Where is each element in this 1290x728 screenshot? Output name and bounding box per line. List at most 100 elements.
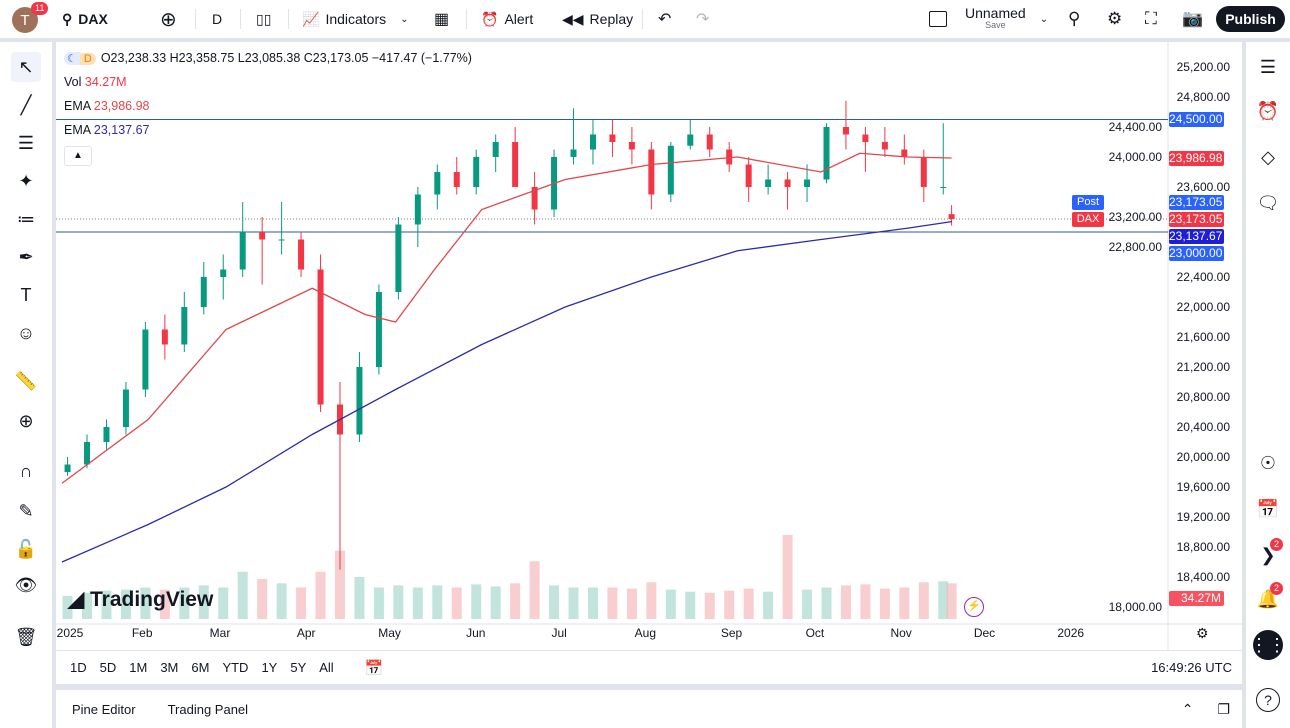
speedometer-icon[interactable]: ☉ [1259, 452, 1277, 473]
redo-icon[interactable]: ↷ [696, 11, 710, 28]
camera-icon[interactable]: 📷 [1182, 9, 1204, 28]
replay-button[interactable]: ◀◀ Replay [562, 10, 634, 28]
layouts-icon[interactable]: ▦ [434, 11, 450, 28]
y-tick-label: 25,200.00 [1177, 60, 1231, 74]
eye-icon[interactable]: 👁 [14, 574, 38, 595]
range-5d[interactable]: 5D [99, 660, 117, 675]
watchlist-icon[interactable]: ☰ [1259, 56, 1277, 77]
y-tick-label: 21,200.00 [1177, 360, 1231, 374]
candle-body [239, 232, 246, 270]
goto-date-icon[interactable]: 📅 [364, 659, 384, 677]
volume-bar [782, 535, 793, 619]
candle-body [453, 172, 460, 187]
brush-icon[interactable]: ✒ [18, 246, 34, 267]
volume-bar [529, 561, 540, 619]
range-3m[interactable]: 3M [160, 660, 179, 675]
tab-pine-editor[interactable]: Pine Editor [72, 701, 136, 717]
indicators-button[interactable]: 📈 Indicators ⌄ [302, 10, 409, 28]
range-all[interactable]: All [319, 660, 334, 675]
axis-settings-icon[interactable]: ⚙ [1196, 625, 1209, 641]
y-tick-label: 23,200.00 [1109, 210, 1163, 224]
lightning-icon[interactable]: ⚡ [964, 597, 984, 617]
volume-bar [432, 585, 443, 619]
price-chart[interactable]: 25,200.00 24,800.00 24,400.00 24,000.00 23,6… [56, 42, 1242, 684]
candle-body [804, 179, 811, 187]
layout-menu[interactable]: Unnamed Save ⌄ [929, 0, 1048, 38]
lock-drawings-icon[interactable]: ✎ [18, 500, 34, 521]
symbol-search[interactable]: ⚲ DAX [62, 10, 108, 28]
cursor-icon[interactable]: ↖ [11, 52, 41, 82]
collapse-legend-button[interactable]: ▲ [64, 146, 92, 166]
magnet-icon[interactable]: ∩ [19, 460, 33, 481]
undo-icon[interactable]: ↶ [658, 11, 672, 28]
candle-body [531, 187, 538, 210]
help-icon[interactable]: ? [1256, 688, 1280, 712]
market-status-icon: ☾ [64, 52, 80, 65]
ema-slow-price-label: 23,137.67 [1169, 229, 1224, 244]
settings-icon[interactable]: ⚙ [1107, 9, 1123, 28]
candle-body [667, 145, 674, 195]
range-ytd[interactable]: YTD [222, 660, 249, 675]
y-tick-label: 22,400.00 [1177, 270, 1231, 284]
maximize-icon[interactable]: ❐ [1217, 700, 1230, 717]
candle-body [259, 232, 266, 240]
volume-bar [568, 587, 579, 619]
volume-price-label: 34.27M [1169, 591, 1224, 606]
volume-bar [393, 585, 404, 619]
volume-legend: Vol 34.27M [64, 75, 127, 89]
forecast-icon[interactable]: ≔ [17, 208, 35, 229]
calendar-icon[interactable]: 📅 [1256, 498, 1280, 519]
x-tick-label: Sep [721, 626, 743, 640]
publish-button[interactable]: Publish [1216, 6, 1285, 32]
x-tick-label: Jun [466, 626, 485, 640]
y-tick-label: 21,600.00 [1177, 330, 1231, 344]
fullscreen-icon[interactable]: ⛶ [1145, 9, 1157, 28]
lock-icon[interactable]: 🔓 [14, 538, 38, 559]
interval-button[interactable]: D [212, 11, 223, 27]
emoji-icon[interactable]: ☺ [16, 322, 36, 343]
candles-icon[interactable]: ▯▯ [256, 10, 272, 27]
tradingview-logo: ◢ TradingView [68, 588, 214, 611]
candle-body [901, 149, 908, 157]
ema-fast-line [61, 152, 952, 484]
range-1y[interactable]: 1Y [261, 660, 278, 675]
candle-body [881, 142, 888, 150]
volume-bar [821, 587, 832, 619]
volume-bar [646, 582, 657, 619]
fib-icon[interactable]: ☰ [17, 132, 35, 153]
trash-icon[interactable]: 🗑 [14, 626, 38, 647]
range-1d[interactable]: 1D [70, 660, 87, 675]
volume-bar [335, 550, 345, 619]
x-tick-label: Apr [297, 626, 316, 640]
tab-trading-panel[interactable]: Trading Panel [167, 701, 249, 717]
y-tick-label: 20,400.00 [1177, 420, 1231, 434]
trend-line-icon[interactable]: ╱ [20, 94, 32, 115]
chevron-up-icon[interactable]: ⌃ [1181, 700, 1194, 717]
zoom-in-icon[interactable]: ⊕ [18, 410, 34, 431]
alert-button[interactable]: ⏰ Alert [481, 10, 534, 28]
volume-bar [82, 592, 93, 619]
compare-add-icon[interactable]: ⊕ [160, 8, 177, 31]
layout-icon [929, 11, 947, 27]
layers-icon[interactable]: ◇ [1261, 146, 1275, 167]
volume-bar [159, 589, 170, 619]
range-6m[interactable]: 6M [191, 660, 210, 675]
pattern-icon[interactable]: ✦ [18, 170, 34, 191]
x-tick-label: Nov [890, 626, 911, 640]
text-icon[interactable]: T [20, 284, 32, 305]
alarm-clock-icon[interactable]: ⏰ [1256, 100, 1280, 121]
right-toolbar: ☰ ⏰ ◇ 🗨 ☉ 📅 ❯ 2 🔔 2 ⋮⋮ ? [1246, 42, 1290, 728]
candle-body [940, 187, 947, 188]
ruler-icon[interactable]: 📏 [14, 370, 38, 391]
range-1m[interactable]: 1M [129, 660, 148, 675]
volume-bar [237, 571, 248, 619]
y-tick-label: 24,400.00 [1109, 120, 1163, 134]
range-5y[interactable]: 5Y [290, 660, 307, 675]
chart-pane[interactable]: 25,200.00 24,800.00 24,400.00 24,000.00 23,6… [56, 42, 1242, 684]
candle-body [181, 307, 188, 345]
candle-body [317, 269, 324, 405]
chevron-down-icon: ⌄ [1039, 13, 1049, 25]
quick-search-icon[interactable]: ⚲ [1068, 9, 1081, 28]
chat-icon[interactable]: 🗨 [1256, 192, 1280, 213]
apps-grid-icon[interactable]: ⋮⋮ [1250, 630, 1286, 660]
